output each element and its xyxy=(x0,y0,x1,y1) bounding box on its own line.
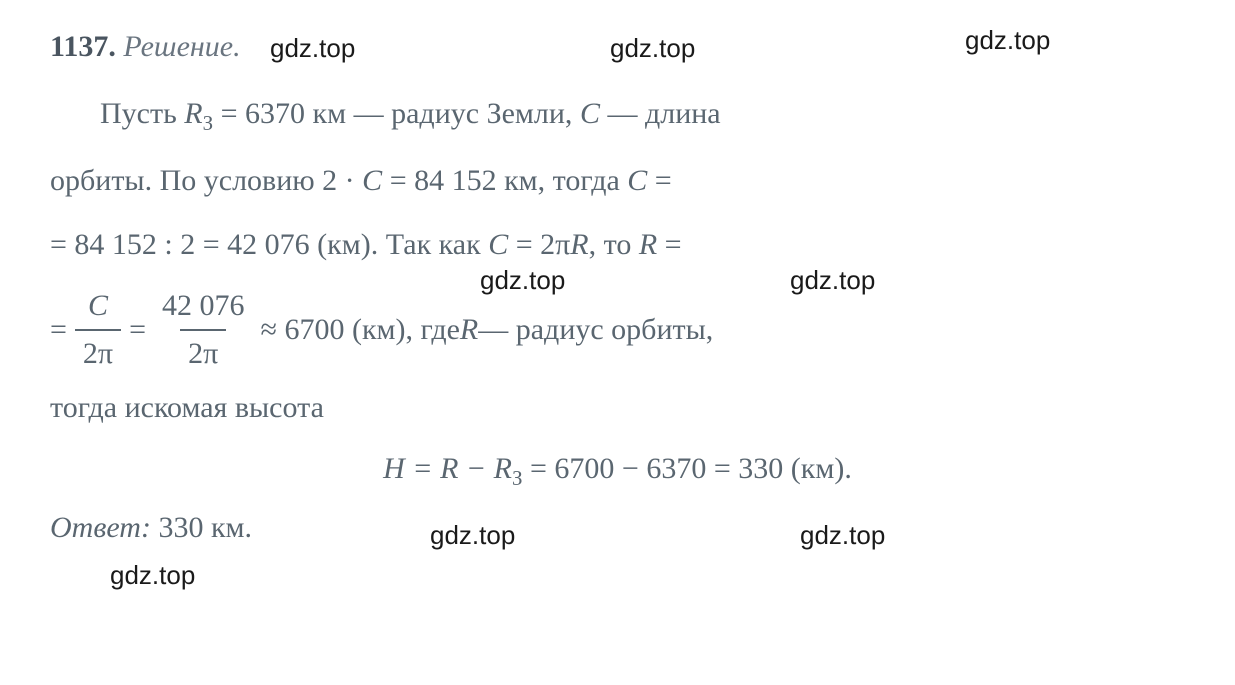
text-segment: = 2π xyxy=(508,228,570,261)
problem-label: Решение. xyxy=(123,30,240,63)
text-segment: — радиус орбиты, xyxy=(478,309,713,351)
paragraph-line-5: тогда искомая высота xyxy=(50,383,1185,433)
problem-number: 1137. xyxy=(50,30,116,63)
text-segment: Пусть xyxy=(100,97,184,130)
answer-label: Ответ: xyxy=(50,511,151,544)
equation-rhs: = 6700 − 6370 = 330 (км). xyxy=(523,452,852,485)
fraction-numerator: C xyxy=(80,285,116,329)
text-segment: орбиты. По условию 2 · xyxy=(50,164,362,197)
text-segment: , то xyxy=(589,228,639,261)
paragraph-line-1: Пусть RЗ = 6370 км — радиус Земли, C — д… xyxy=(50,89,1185,141)
variable-r: R xyxy=(460,309,478,351)
fraction-denominator: 2π xyxy=(180,329,226,375)
watermark: gdz.top xyxy=(965,25,1050,56)
fraction-denominator: 2π xyxy=(75,329,121,375)
final-equation: H = R − RЗ = 6700 − 6370 = 330 (км). xyxy=(50,452,1185,491)
variable-c: C xyxy=(580,97,600,130)
watermark: gdz.top xyxy=(430,520,515,551)
subscript: З xyxy=(512,466,523,490)
watermark: gdz.top xyxy=(790,265,875,296)
watermark: gdz.top xyxy=(610,33,695,64)
text-segment: = xyxy=(647,164,671,197)
text-segment: = 84 152 км, тогда xyxy=(382,164,627,197)
paragraph-line-3: = 84 152 : 2 = 42 076 (км). Так как C = … xyxy=(50,220,1185,270)
fraction-numerator: 42 076 xyxy=(154,285,253,329)
watermark: gdz.top xyxy=(270,33,355,64)
text-segment: = xyxy=(657,228,681,261)
text-segment: — длина xyxy=(600,97,721,130)
watermark: gdz.top xyxy=(110,560,195,591)
fraction-value-over-2pi: 42 076 2π xyxy=(154,285,253,375)
paragraph-line-2: орбиты. По условию 2 · C = 84 152 км, то… xyxy=(50,156,1185,206)
paragraph-line-4: = C 2π = 42 076 2π ≈ 6700 (км), где R — … xyxy=(50,285,1185,375)
variable-r: R xyxy=(184,97,202,130)
subscript: З xyxy=(203,111,214,135)
text-segment: тогда искомая высота xyxy=(50,391,324,424)
variable-r: R xyxy=(639,228,657,261)
variable-r: R xyxy=(570,228,588,261)
text-segment: = xyxy=(50,309,67,351)
watermark: gdz.top xyxy=(480,265,565,296)
text-segment: = xyxy=(129,309,146,351)
answer-line: Ответ: 330 км. xyxy=(50,511,1185,545)
answer-value: 330 км. xyxy=(151,511,252,544)
text-segment: = 6370 км — радиус Земли, xyxy=(213,97,580,130)
variable-c: C xyxy=(488,228,508,261)
watermark: gdz.top xyxy=(800,520,885,551)
variable-c: C xyxy=(362,164,382,197)
variable-c: C xyxy=(627,164,647,197)
equation-lhs: H = R − R xyxy=(383,452,512,485)
text-segment: = 84 152 : 2 = 42 076 (км). Так как xyxy=(50,228,488,261)
fraction-c-over-2pi: C 2π xyxy=(75,285,121,375)
text-segment: ≈ 6700 (км), где xyxy=(261,309,460,351)
